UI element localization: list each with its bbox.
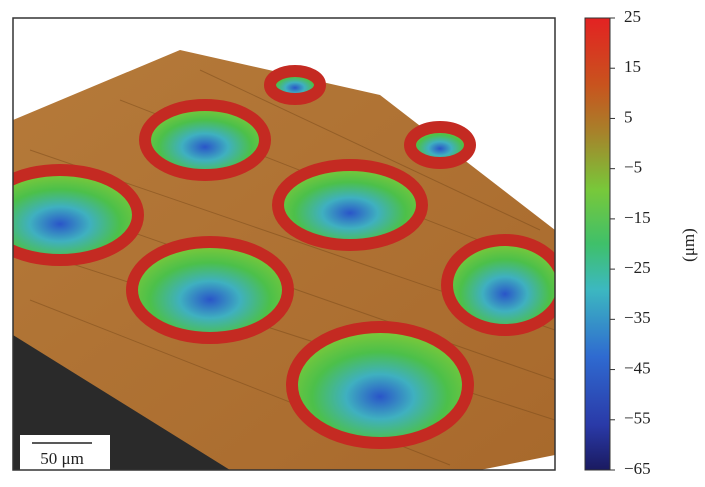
colorbar-tick-label: −35: [624, 308, 651, 327]
colorbar-label: (μm): [679, 228, 698, 262]
colorbar-tick-label: −25: [624, 258, 651, 277]
colorbar: [584, 17, 611, 471]
colorbar-tick-label: 5: [624, 107, 633, 126]
colorbar-tick-label: −55: [624, 409, 651, 428]
colorbar-tick-label: 25: [624, 7, 641, 26]
colorbar-tick-label: −15: [624, 208, 651, 227]
colorbar-tick-label: −5: [624, 158, 642, 177]
scale-bar-label: 50 μm: [40, 449, 84, 468]
colorbar-tick-label: −45: [624, 358, 651, 377]
surface-image: 50 μm: [13, 18, 555, 470]
colorbar-tick-label: 15: [624, 57, 641, 76]
colorbar-tick-label: −65: [624, 459, 651, 478]
